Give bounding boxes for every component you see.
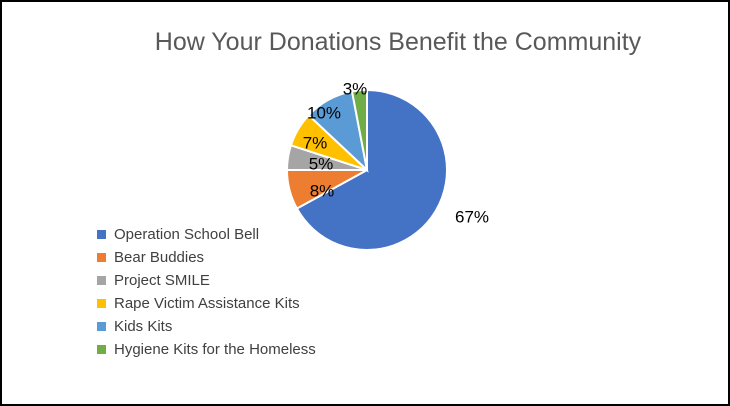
legend-item: Bear Buddies — [97, 246, 316, 269]
legend-label: Rape Victim Assistance Kits — [114, 295, 300, 312]
legend-label: Hygiene Kits for the Homeless — [114, 341, 316, 358]
chart-title: How Your Donations Benefit the Community — [154, 28, 642, 56]
legend-label: Kids Kits — [114, 318, 173, 335]
data-label-1: 8% — [310, 181, 335, 200]
legend-label: Bear Buddies — [114, 249, 205, 266]
data-label-2: 5% — [309, 154, 334, 173]
pie-slice-0 — [295, 88, 448, 251]
legend-swatch — [97, 345, 106, 354]
pie-slice-5 — [350, 88, 368, 171]
legend-swatch — [97, 276, 106, 285]
legend-label: Operation School Bell — [114, 226, 260, 243]
legend-item: Project SMILE — [97, 269, 316, 292]
data-label-4: 10% — [307, 103, 341, 122]
legend-item: Kids Kits — [97, 315, 316, 338]
data-label-3: 7% — [303, 133, 328, 152]
legend-swatch — [97, 299, 106, 308]
data-label-0: 67% — [455, 207, 489, 226]
legend-swatch — [97, 230, 106, 239]
legend-swatch — [97, 253, 106, 262]
data-label-5: 3% — [343, 79, 368, 98]
legend-label: Project SMILE — [114, 272, 210, 289]
legend-swatch — [97, 322, 106, 331]
legend-item: Hygiene Kits for the Homeless — [97, 338, 316, 361]
legend-item: Operation School Bell — [97, 223, 316, 246]
legend: Operation School Bell Bear Buddies Project… — [97, 223, 316, 361]
legend-item: Rape Victim Assistance Kits — [97, 292, 316, 315]
pie-data-labels: 67% 8% 5% 7% 10%3% — [303, 79, 489, 226]
pie-slices — [285, 88, 448, 251]
